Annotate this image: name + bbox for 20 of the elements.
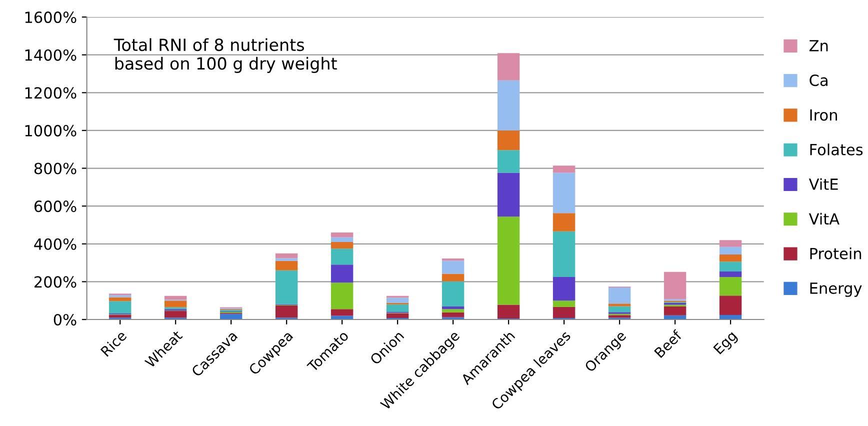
y-tick-label: 400% (34, 238, 76, 250)
y-tick-label: 1400% (25, 49, 76, 61)
y-tick-label: 800% (34, 162, 76, 174)
y-tick-label: 1600% (25, 12, 76, 24)
y-tick-label: 600% (34, 200, 76, 212)
legend-label: VitE (808, 178, 838, 190)
legend-label: Ca (810, 74, 828, 86)
y-tick-label: 0% (54, 314, 76, 326)
legend-label: VitA (808, 212, 840, 224)
legend-label: Iron (810, 109, 837, 121)
legend-label: Energy (810, 282, 862, 297)
x-tick-label: Egg (713, 330, 740, 356)
legend-label: Protein (810, 247, 862, 260)
y-tick-label: 1000% (25, 124, 76, 136)
legend-label: Folates (810, 144, 863, 156)
legend-label: Zn (809, 40, 828, 52)
y-tick-label: 1200% (25, 87, 76, 99)
y-tick-label: 200% (34, 276, 76, 288)
annotation: Total RNI of 8 nutrients based on 100 g dry weight (114, 38, 337, 74)
x-tick-label: Rice (100, 330, 128, 357)
